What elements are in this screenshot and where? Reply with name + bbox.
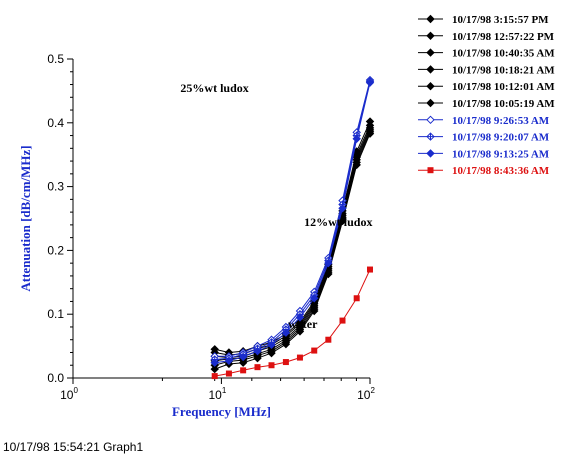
x-tick-label: 101 <box>209 386 227 402</box>
y-tick-label: 0.3 <box>47 180 64 194</box>
data-point <box>240 367 247 374</box>
legend-item: 10/17/98 10:18:21 AM <box>418 64 555 76</box>
data-point <box>426 65 435 74</box>
data-point <box>338 216 347 226</box>
y-axis-title: Attenuation [dB/cm/MHz] <box>18 145 33 291</box>
series-9 <box>210 78 375 367</box>
data-point <box>324 269 333 279</box>
data-point <box>352 134 361 143</box>
legend-item: 10/17/98 9:13:25 AM <box>418 148 550 160</box>
data-point <box>253 346 262 356</box>
data-point <box>339 317 346 324</box>
data-point <box>367 266 373 273</box>
legend-item: 10/17/98 3:15:57 PM <box>418 14 549 26</box>
legend-item: 10/17/98 9:26:53 AM <box>418 115 550 127</box>
y-tick-label: 0.2 <box>47 243 64 257</box>
x-axis-title: Frequency [MHz] <box>172 404 271 419</box>
data-point <box>426 31 435 41</box>
data-point <box>281 339 291 349</box>
legend-label: 10/17/98 10:05:19 AM <box>452 98 555 110</box>
data-point <box>427 167 434 174</box>
legend-label: 10/17/98 3:15:57 PM <box>452 14 549 26</box>
legend-item: 10/17/98 12:57:22 PM <box>418 31 555 43</box>
data-point <box>296 354 303 361</box>
data-point <box>238 352 248 362</box>
data-point <box>426 98 435 108</box>
data-point <box>238 358 248 367</box>
series-line <box>214 133 371 370</box>
y-tick-label: 0.4 <box>47 116 64 130</box>
legend-label: 10/17/98 8:43:36 AM <box>452 165 550 177</box>
chart-annotation: 25%wt ludox <box>180 81 248 95</box>
data-point <box>224 356 234 365</box>
y-tick-label: 0.0 <box>47 371 64 385</box>
legend-label: 10/17/98 12:57:22 PM <box>452 31 555 43</box>
data-point <box>426 48 435 57</box>
y-tick-label: 0.5 <box>47 52 64 66</box>
legend-label: 10/17/98 10:40:35 AM <box>452 48 555 60</box>
data-point <box>210 364 219 374</box>
data-point <box>254 364 261 371</box>
graph-footer: 10/17/98 15:54:21 Graph1 <box>3 440 143 454</box>
legend-item: 10/17/98 10:12:01 AM <box>418 81 555 93</box>
data-point <box>282 359 289 366</box>
legend-label: 10/17/98 9:13:25 AM <box>452 148 550 160</box>
legend-label: 10/17/98 9:20:07 AM <box>452 132 550 144</box>
data-point <box>267 340 276 350</box>
data-point <box>426 14 435 24</box>
legend-label: 10/17/98 10:18:21 AM <box>452 64 555 76</box>
legend-item: 10/17/98 10:05:19 AM <box>418 98 555 110</box>
data-point <box>338 204 347 213</box>
y-tick-label: 0.1 <box>47 307 64 321</box>
data-point <box>281 328 291 337</box>
legend-item: 10/17/98 10:40:35 AM <box>418 48 555 60</box>
x-tick-label: 100 <box>60 386 78 402</box>
legend-label: 10/17/98 9:26:53 AM <box>452 115 550 127</box>
data-point <box>295 327 305 336</box>
data-point <box>310 294 319 303</box>
data-point <box>365 78 375 87</box>
series-6 <box>210 129 375 374</box>
data-point <box>426 81 435 91</box>
data-point <box>225 370 232 377</box>
legend-label: 10/17/98 10:12:01 AM <box>452 81 555 93</box>
data-point <box>267 348 276 358</box>
legend-item: 10/17/98 9:20:07 AM <box>418 132 550 144</box>
chart-annotation: water <box>288 317 318 331</box>
data-point <box>324 258 333 268</box>
chart-annotation: 12%wt ludox <box>304 215 372 229</box>
data-point <box>311 347 318 354</box>
data-point <box>325 336 332 343</box>
data-point <box>426 115 435 125</box>
data-point <box>295 313 305 322</box>
x-tick-label: 102 <box>357 386 375 402</box>
data-point <box>365 129 375 138</box>
data-point <box>211 373 218 380</box>
data-point <box>352 160 361 170</box>
series-10 <box>211 266 373 380</box>
data-point <box>268 362 275 369</box>
data-point <box>310 306 319 316</box>
data-point <box>353 295 360 302</box>
legend-item: 10/17/98 8:43:36 AM <box>418 165 550 177</box>
data-point <box>210 358 219 367</box>
legend: 10/17/98 3:15:57 PM 10/17/98 12:57:22 PM 1… <box>418 14 555 177</box>
data-point <box>426 149 435 158</box>
data-point <box>253 354 262 363</box>
